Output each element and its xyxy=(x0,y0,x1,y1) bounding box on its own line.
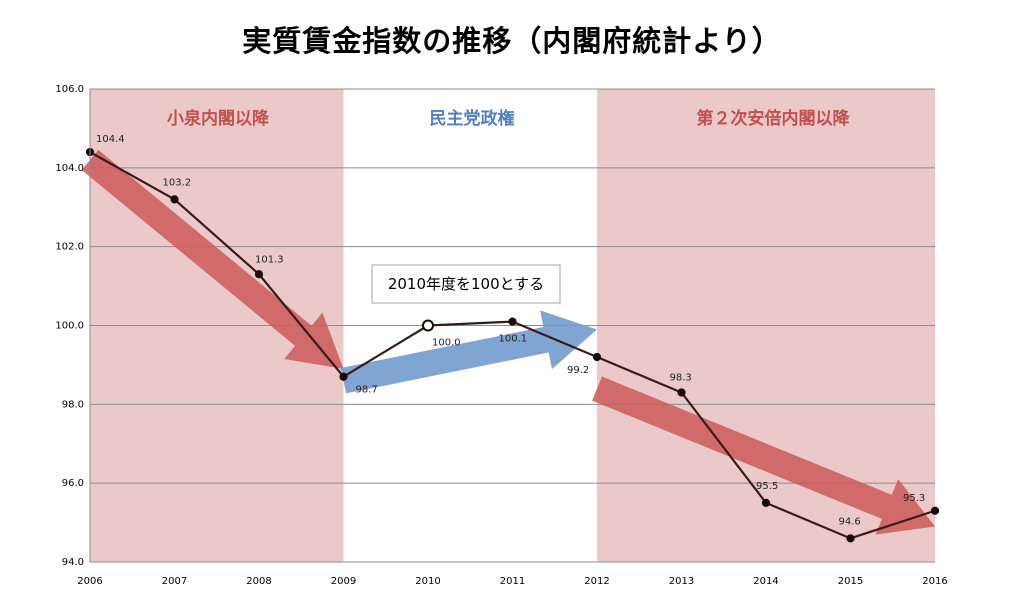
data-label: 100.1 xyxy=(499,334,528,345)
band-label: 小泉内閣以降 xyxy=(167,108,270,129)
data-label: 95.3 xyxy=(903,493,925,504)
y-tick-label: 102.0 xyxy=(55,242,84,253)
band-label: 第２次安倍内閣以降 xyxy=(697,108,851,129)
annotation: 2010年度を100とする xyxy=(371,264,561,304)
x-tick-label: 2010 xyxy=(415,576,440,587)
x-tick-label: 2012 xyxy=(584,576,609,587)
x-tick-label: 2015 xyxy=(838,576,863,587)
data-point xyxy=(339,372,348,381)
chart-title: 実質賃金指数の推移（内閣府統計より） xyxy=(242,24,782,58)
data-point xyxy=(254,270,264,279)
data-point xyxy=(846,534,855,543)
x-tick-label: 2014 xyxy=(753,576,778,587)
x-tick-label: 2008 xyxy=(246,576,271,587)
data-label: 98.7 xyxy=(356,385,378,396)
data-point xyxy=(592,352,602,362)
data-label: 104.4 xyxy=(96,134,125,145)
data-point xyxy=(508,317,517,326)
y-tick-label: 104.0 xyxy=(55,163,84,174)
band-label: 民主党政権 xyxy=(430,108,515,129)
y-tick-label: 94.0 xyxy=(62,557,84,568)
y-tick-label: 98.0 xyxy=(62,399,84,410)
data-label: 95.5 xyxy=(756,481,778,492)
x-tick-label: 2009 xyxy=(331,576,356,587)
x-tick-label: 2013 xyxy=(669,576,694,587)
data-labels: 104.4 103.2 101.3 98.7 100.0 100.1 99.2 98.3 95.… xyxy=(96,134,925,527)
data-label: 94.6 xyxy=(839,516,861,527)
data-point xyxy=(930,506,940,515)
y-tick-label: 96.0 xyxy=(62,478,84,489)
x-tick-label: 2007 xyxy=(162,576,187,587)
data-point xyxy=(677,388,686,397)
annotation-text: 2010年度を100とする xyxy=(388,275,544,293)
y-tick-label: 100.0 xyxy=(55,321,84,332)
data-point xyxy=(422,319,434,332)
data-label: 103.2 xyxy=(163,177,192,188)
trend-arrow xyxy=(592,376,935,535)
y-tick-label: 106.0 xyxy=(55,84,84,95)
data-point xyxy=(170,195,179,204)
band-labels: 小泉内閣以降 民主党政権 第２次安倍内閣以降 xyxy=(167,108,850,129)
x-tick-label: 2006 xyxy=(77,576,102,587)
data-label: 101.3 xyxy=(255,254,284,265)
data-label: 98.3 xyxy=(670,373,692,384)
data-label: 99.2 xyxy=(567,365,589,376)
trend-arrow xyxy=(81,149,344,369)
data-label: 100.0 xyxy=(432,338,461,349)
x-tick-label: 2016 xyxy=(922,576,947,587)
x-tick-label: 2011 xyxy=(500,576,525,587)
axes: 94.0 96.0 98.0 100.0 102.0 104.0 106.0 2006 2007… xyxy=(55,84,947,587)
data-point xyxy=(761,498,771,507)
annotation-box xyxy=(371,264,561,304)
